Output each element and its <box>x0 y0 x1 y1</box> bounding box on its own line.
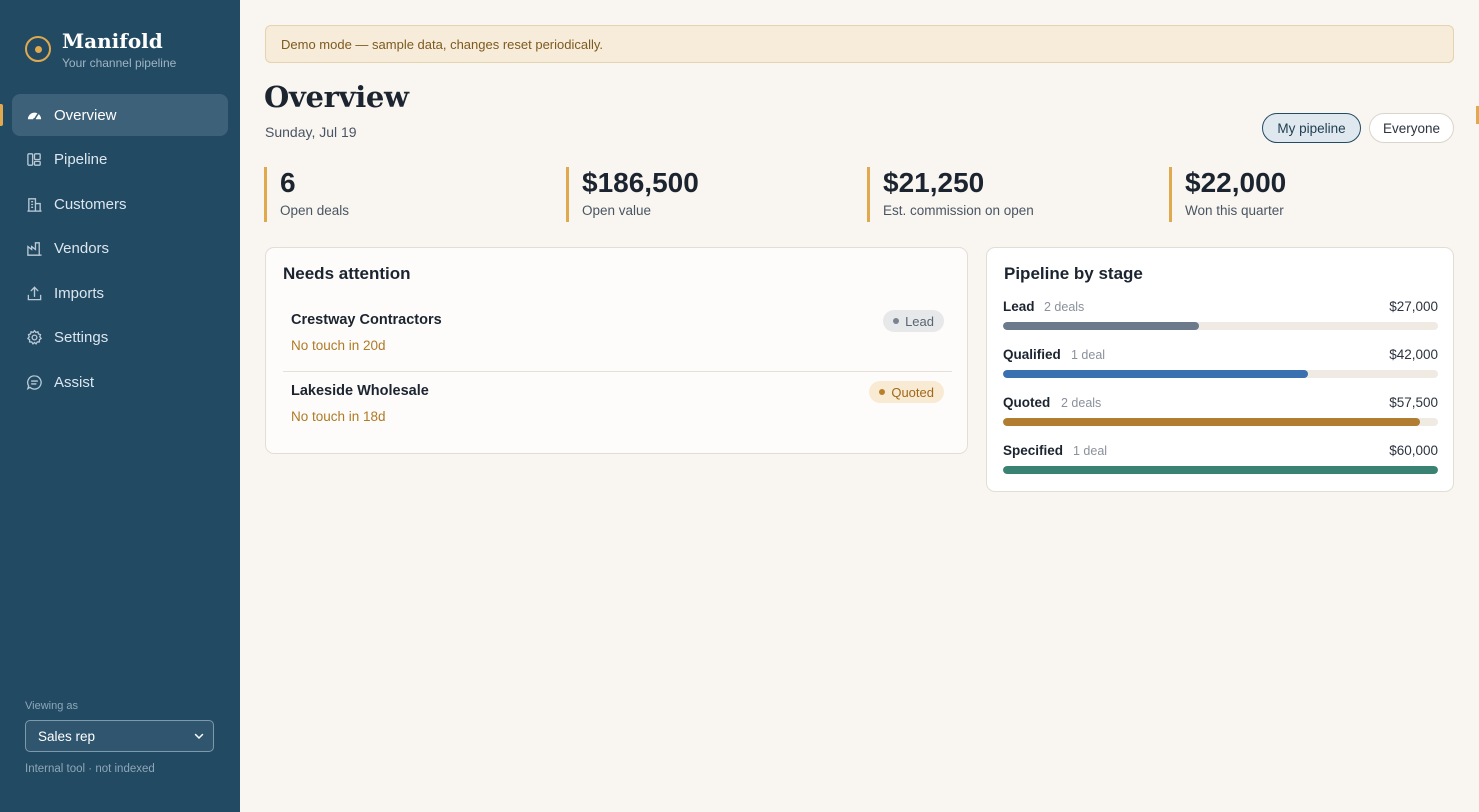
stage-amount: $60,000 <box>1389 443 1438 458</box>
stage-badge: Quoted <box>869 381 944 403</box>
factory-icon <box>25 240 43 258</box>
stage-amount: $57,500 <box>1389 395 1438 410</box>
upload-icon <box>25 284 43 302</box>
role-select-value: Sales rep <box>38 728 96 744</box>
stage-badge-label: Quoted <box>891 384 934 400</box>
stage-count: 1 deal <box>1073 444 1108 458</box>
sidebar-item-label: Imports <box>54 284 105 302</box>
stage-badge: Lead <box>883 310 944 332</box>
stage-amount: $27,000 <box>1389 299 1438 314</box>
stage-amount: $42,000 <box>1389 347 1438 362</box>
dashboard-icon <box>25 106 43 124</box>
needs-attention-card: Needs attention Crestway Contractors No … <box>265 247 968 454</box>
role-select[interactable]: Sales rep <box>25 720 214 752</box>
card-title: Needs attention <box>283 264 411 283</box>
stat-open-value: $186,500 Open value <box>566 167 699 222</box>
sidebar-footnote: Internal tool · not indexed <box>25 763 155 775</box>
sidebar-item-vendors[interactable]: Vendors <box>12 228 228 270</box>
pipeline-icon <box>25 151 43 169</box>
gear-icon <box>25 329 43 347</box>
attention-item[interactable]: Lakeside Wholesale No touch in 18d Quote… <box>283 372 952 442</box>
viewing-as-label: Viewing as <box>25 700 78 712</box>
stage-row-specified: Specified 1 deal $60,000 <box>1003 443 1438 483</box>
stat-label: Est. commission on open <box>883 203 1034 218</box>
sidebar-nav: Overview Pipeline Customers Vendors Impo… <box>0 94 228 406</box>
sidebar-item-imports[interactable]: Imports <box>12 272 228 314</box>
everyone-toggle[interactable]: Everyone <box>1369 113 1454 143</box>
attention-item-name: Crestway Contractors <box>291 312 442 328</box>
stat-won-quarter: $22,000 Won this quarter <box>1169 167 1286 222</box>
stage-row-lead: Lead 2 deals $27,000 <box>1003 299 1438 339</box>
brand-logo-icon <box>25 36 51 62</box>
stat-label: Open value <box>582 203 652 218</box>
sidebar-item-settings[interactable]: Settings <box>12 317 228 359</box>
status-dot-icon <box>879 389 886 395</box>
brand-subtitle: Your channel pipeline <box>62 56 177 70</box>
card-title: Pipeline by stage <box>1004 264 1143 283</box>
page-title: Overview <box>264 80 409 114</box>
chevron-down-icon <box>194 733 204 740</box>
attention-item[interactable]: Crestway Contractors No touch in 20d Lea… <box>283 302 952 372</box>
demo-mode-banner: Demo mode — sample data, changes reset p… <box>265 25 1454 63</box>
scroll-indicator <box>1476 106 1479 124</box>
stage-name: Quoted <box>1003 395 1051 410</box>
stat-value: $22,000 <box>1185 167 1287 198</box>
stat-label: Won this quarter <box>1185 203 1284 218</box>
stage-row-qualified: Qualified 1 deal $42,000 <box>1003 347 1438 387</box>
stat-est-commission: $21,250 Est. commission on open <box>867 167 1034 222</box>
stage-progress-track <box>1003 370 1438 378</box>
page-date: Sunday, Jul 19 <box>265 124 357 140</box>
stage-badge-label: Lead <box>905 313 934 329</box>
stage-name: Specified <box>1003 443 1064 458</box>
stage-name: Qualified <box>1003 347 1061 362</box>
stage-count: 2 deals <box>1044 300 1085 314</box>
brand: Manifold Your channel pipeline <box>25 30 176 70</box>
stage-name: Lead <box>1003 299 1035 314</box>
sidebar-item-label: Overview <box>54 106 117 124</box>
stage-progress-fill <box>1003 322 1199 330</box>
stat-value: 6 <box>280 167 296 198</box>
sidebar: Manifold Your channel pipeline Overview … <box>0 0 240 812</box>
sidebar-item-label: Pipeline <box>54 151 108 168</box>
stage-progress-track <box>1003 418 1438 426</box>
attention-item-name: Lakeside Wholesale <box>291 383 429 399</box>
stat-open-deals: 6 Open deals <box>264 167 349 222</box>
sidebar-item-label: Vendors <box>54 240 110 257</box>
brand-name: Manifold <box>62 29 163 53</box>
sidebar-item-label: Settings <box>54 329 109 346</box>
attention-item-subtitle: No touch in 20d <box>291 338 386 353</box>
stat-value: $21,250 <box>883 167 985 198</box>
stage-count: 1 deal <box>1071 348 1106 362</box>
stat-label: Open deals <box>280 203 350 218</box>
status-dot-icon <box>893 318 900 324</box>
stage-count: 2 deals <box>1061 396 1102 410</box>
stage-progress-fill <box>1003 370 1308 378</box>
stat-value: $186,500 <box>582 167 699 198</box>
stage-progress-track <box>1003 466 1438 474</box>
stage-progress-fill <box>1003 418 1420 426</box>
sidebar-item-customers[interactable]: Customers <box>12 183 228 225</box>
sidebar-item-label: Assist <box>54 373 95 391</box>
sidebar-item-assist[interactable]: Assist <box>12 361 228 403</box>
chat-icon <box>25 373 43 391</box>
stage-progress-fill <box>1003 466 1438 474</box>
sidebar-item-label: Customers <box>54 195 127 213</box>
building-icon <box>25 195 43 213</box>
pipeline-by-stage-card: Pipeline by stage Lead 2 deals $27,000 Q… <box>986 247 1454 492</box>
stage-progress-track <box>1003 322 1438 330</box>
my-pipeline-toggle[interactable]: My pipeline <box>1262 113 1361 143</box>
sidebar-item-pipeline[interactable]: Pipeline <box>12 139 228 181</box>
sidebar-item-overview[interactable]: Overview <box>0 94 228 136</box>
stage-row-quoted: Quoted 2 deals $57,500 <box>1003 395 1438 435</box>
attention-item-subtitle: No touch in 18d <box>291 409 386 424</box>
